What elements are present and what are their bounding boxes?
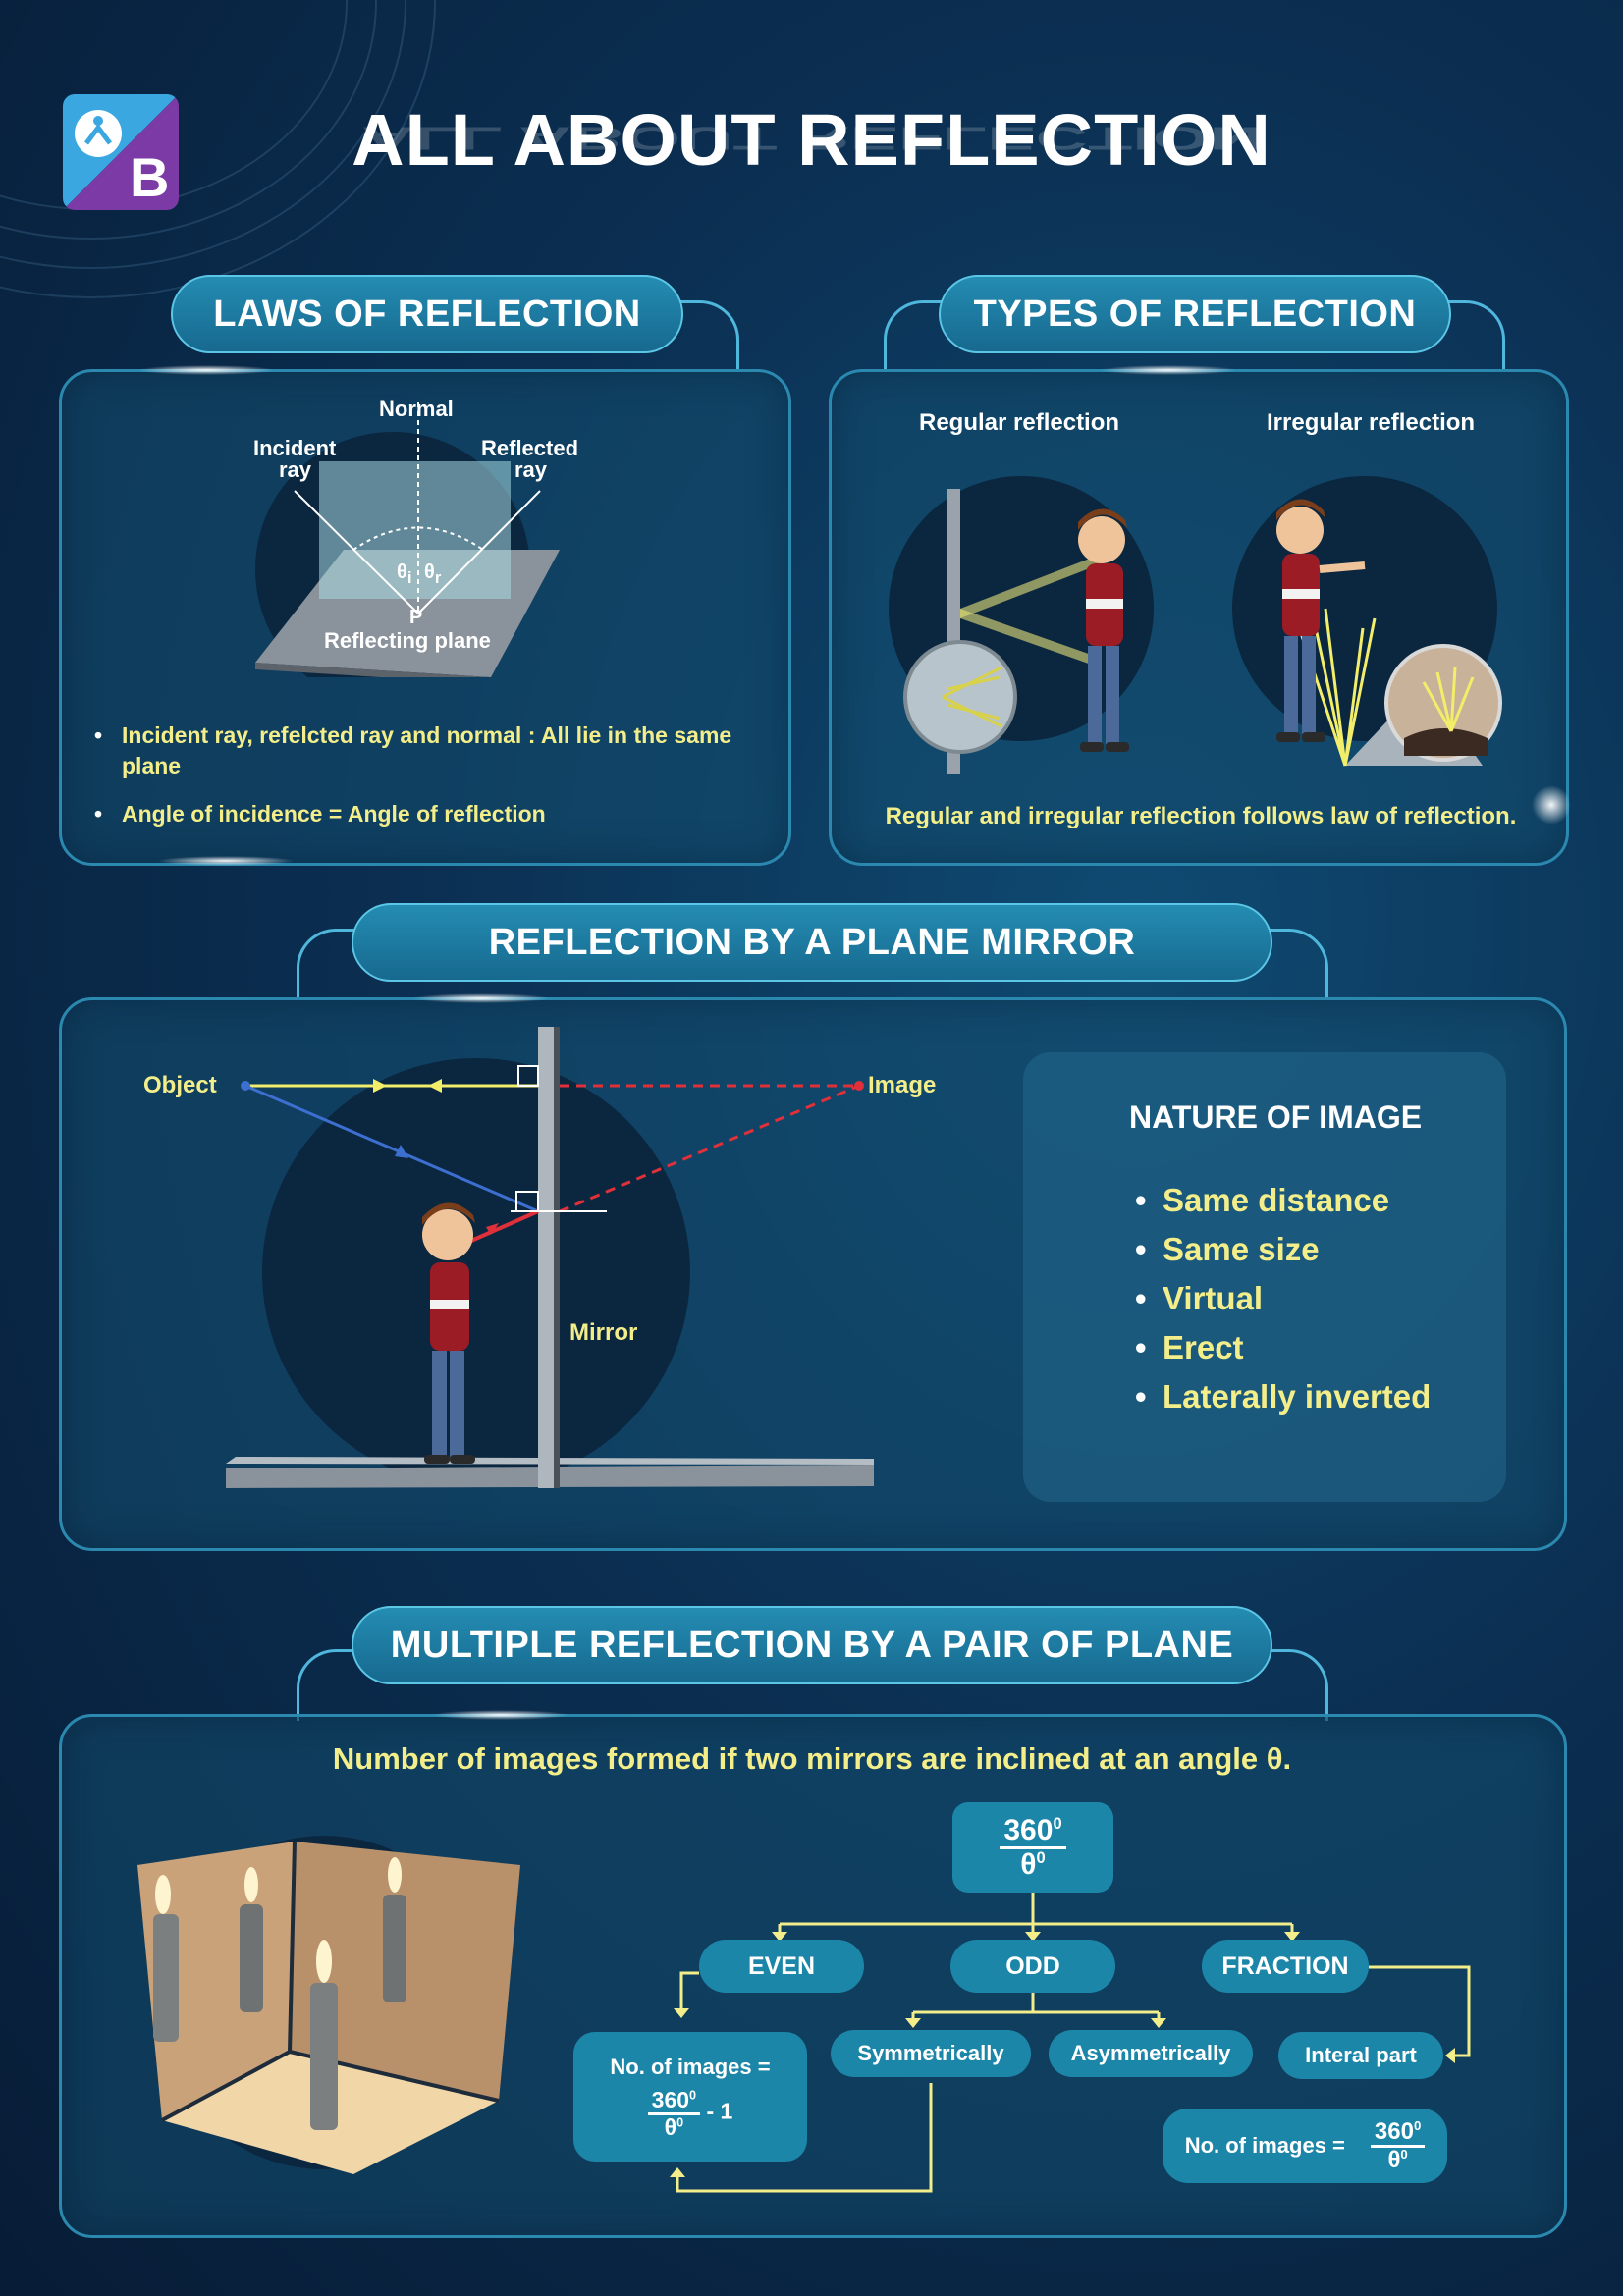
glow-light	[137, 365, 275, 375]
irregular-reflection-illustration	[1232, 476, 1502, 767]
laws-diagram	[255, 402, 560, 677]
glow-light	[1532, 785, 1571, 825]
nature-heading: NATURE OF IMAGE	[1129, 1099, 1423, 1135]
glow-light	[157, 856, 295, 866]
regular-reflection-label: Regular reflection	[919, 409, 1120, 436]
odd-node: ODD	[950, 1940, 1115, 1993]
glow-light	[412, 993, 550, 1003]
types-note: Regular and irregular reflection follows…	[885, 803, 1517, 829]
nature-list: Same distance Same size Virtual Erect La…	[1129, 1176, 1431, 1421]
laws-bullet-list: Incident ray, refelcted ray and normal :…	[88, 721, 756, 829]
connector-types-left	[884, 300, 946, 372]
reflecting-plane-label: Reflecting plane	[324, 628, 491, 653]
reflected-ray-label-2: ray	[514, 457, 548, 482]
glow-light	[1100, 365, 1237, 375]
even-formula-expr: 3600 θ0 - 1	[647, 2087, 733, 2140]
degree-sup: 0	[1400, 2146, 1408, 2162]
svg-text:B: B	[130, 146, 169, 208]
brand-logo[interactable]: B	[63, 94, 179, 210]
irregular-reflection-label: Irregular reflection	[1267, 409, 1476, 436]
reflected-ray-label-1: Reflected	[481, 436, 579, 460]
connector-mirror-left	[297, 929, 358, 1000]
laws-heading: LAWS OF REFLECTION	[171, 275, 683, 353]
odd-num-text: 360	[1374, 2118, 1414, 2146]
degree-sup: 0	[1413, 2118, 1422, 2134]
theta-i-symbol: θ	[397, 561, 407, 583]
connector-multiple-left	[297, 1649, 358, 1721]
degree-sup: 0	[1036, 1848, 1046, 1867]
root-fraction-node: 3600 θ0	[952, 1802, 1113, 1893]
fraction-node: FRACTION	[1202, 1940, 1369, 1993]
root-denominator: θ0	[1020, 1847, 1046, 1881]
root-numerator: 3600	[1000, 1814, 1066, 1849]
types-heading: TYPES OF REFLECTION	[939, 275, 1451, 353]
multiple-subtitle: Number of images formed if two mirrors a…	[332, 1741, 1292, 1776]
degree-sup: 0	[676, 2114, 684, 2129]
regular-reflection-illustration	[889, 476, 1154, 774]
multiple-reflection-heading: MULTIPLE REFLECTION BY A PAIR OF PLANE	[352, 1606, 1272, 1684]
odd-formula-box: No. of images = 3600 θ0	[1163, 2109, 1447, 2183]
symmetrically-node: Symmetrically	[831, 2030, 1031, 2077]
even-formula-prefix: No. of images =	[610, 2055, 771, 2080]
candle-mirrors-illustration	[137, 1836, 520, 2174]
page-title: ALL ABOUT REFLECTION	[352, 99, 1271, 181]
glow-light	[432, 1710, 569, 1720]
integral-part-node: Interal part	[1278, 2032, 1443, 2079]
odd-numerator: 3600	[1370, 2118, 1426, 2148]
nature-item: Erect	[1129, 1323, 1431, 1372]
connector-types-right	[1443, 300, 1505, 372]
even-num-text: 360	[651, 2087, 690, 2113]
theta-r-symbol: θ	[424, 561, 435, 583]
mirror-label: Mirror	[569, 1319, 638, 1346]
plane-mirror-diagram	[226, 1027, 874, 1488]
asymmetrically-node: Asymmetrically	[1049, 2030, 1253, 2077]
connector-multiple-right	[1267, 1649, 1328, 1721]
root-den-text: θ	[1020, 1847, 1037, 1881]
object-label: Object	[143, 1072, 217, 1098]
nature-item: Same size	[1129, 1225, 1431, 1274]
laws-bullet-1: Incident ray, refelcted ray and normal :…	[88, 721, 756, 781]
nature-item: Virtual	[1129, 1274, 1431, 1323]
plane-mirror-heading: REFLECTION BY A PLANE MIRROR	[352, 903, 1272, 982]
degree-sup: 0	[689, 2088, 697, 2103]
normal-label: Normal	[379, 397, 454, 421]
image-label: Image	[868, 1072, 937, 1098]
theta-reflection: θr	[424, 561, 442, 587]
connector-mirror-right	[1267, 929, 1328, 1000]
odd-den-text: θ	[1387, 2146, 1401, 2173]
even-denominator: θ0	[664, 2113, 684, 2140]
incident-ray-label-2: ray	[279, 457, 312, 482]
point-p-label: P	[409, 607, 423, 628]
incident-ray-label-1: Incident	[253, 436, 337, 460]
nature-item: Laterally inverted	[1129, 1372, 1431, 1421]
odd-denominator: θ0	[1387, 2146, 1408, 2173]
even-fraction: 3600 θ0	[647, 2087, 701, 2140]
nature-item: Same distance	[1129, 1176, 1431, 1225]
degree-sup: 0	[1053, 1815, 1062, 1833]
root-num-text: 360	[1003, 1814, 1054, 1846]
theta-incidence: θi	[397, 561, 412, 587]
connector-laws	[628, 300, 739, 372]
even-node: EVEN	[699, 1940, 864, 1993]
even-den-text: θ	[664, 2113, 677, 2140]
root-fraction: 3600 θ0	[1000, 1814, 1066, 1881]
even-formula-suffix: - 1	[706, 2099, 733, 2125]
even-formula-box: No. of images = 3600 θ0 - 1	[573, 2032, 807, 2162]
odd-fraction: 3600 θ0	[1370, 2118, 1426, 2173]
laws-bullet-2: Angle of incidence = Angle of reflection	[88, 799, 756, 829]
odd-formula-prefix: No. of images =	[1184, 2133, 1345, 2158]
even-numerator: 3600	[647, 2087, 701, 2115]
